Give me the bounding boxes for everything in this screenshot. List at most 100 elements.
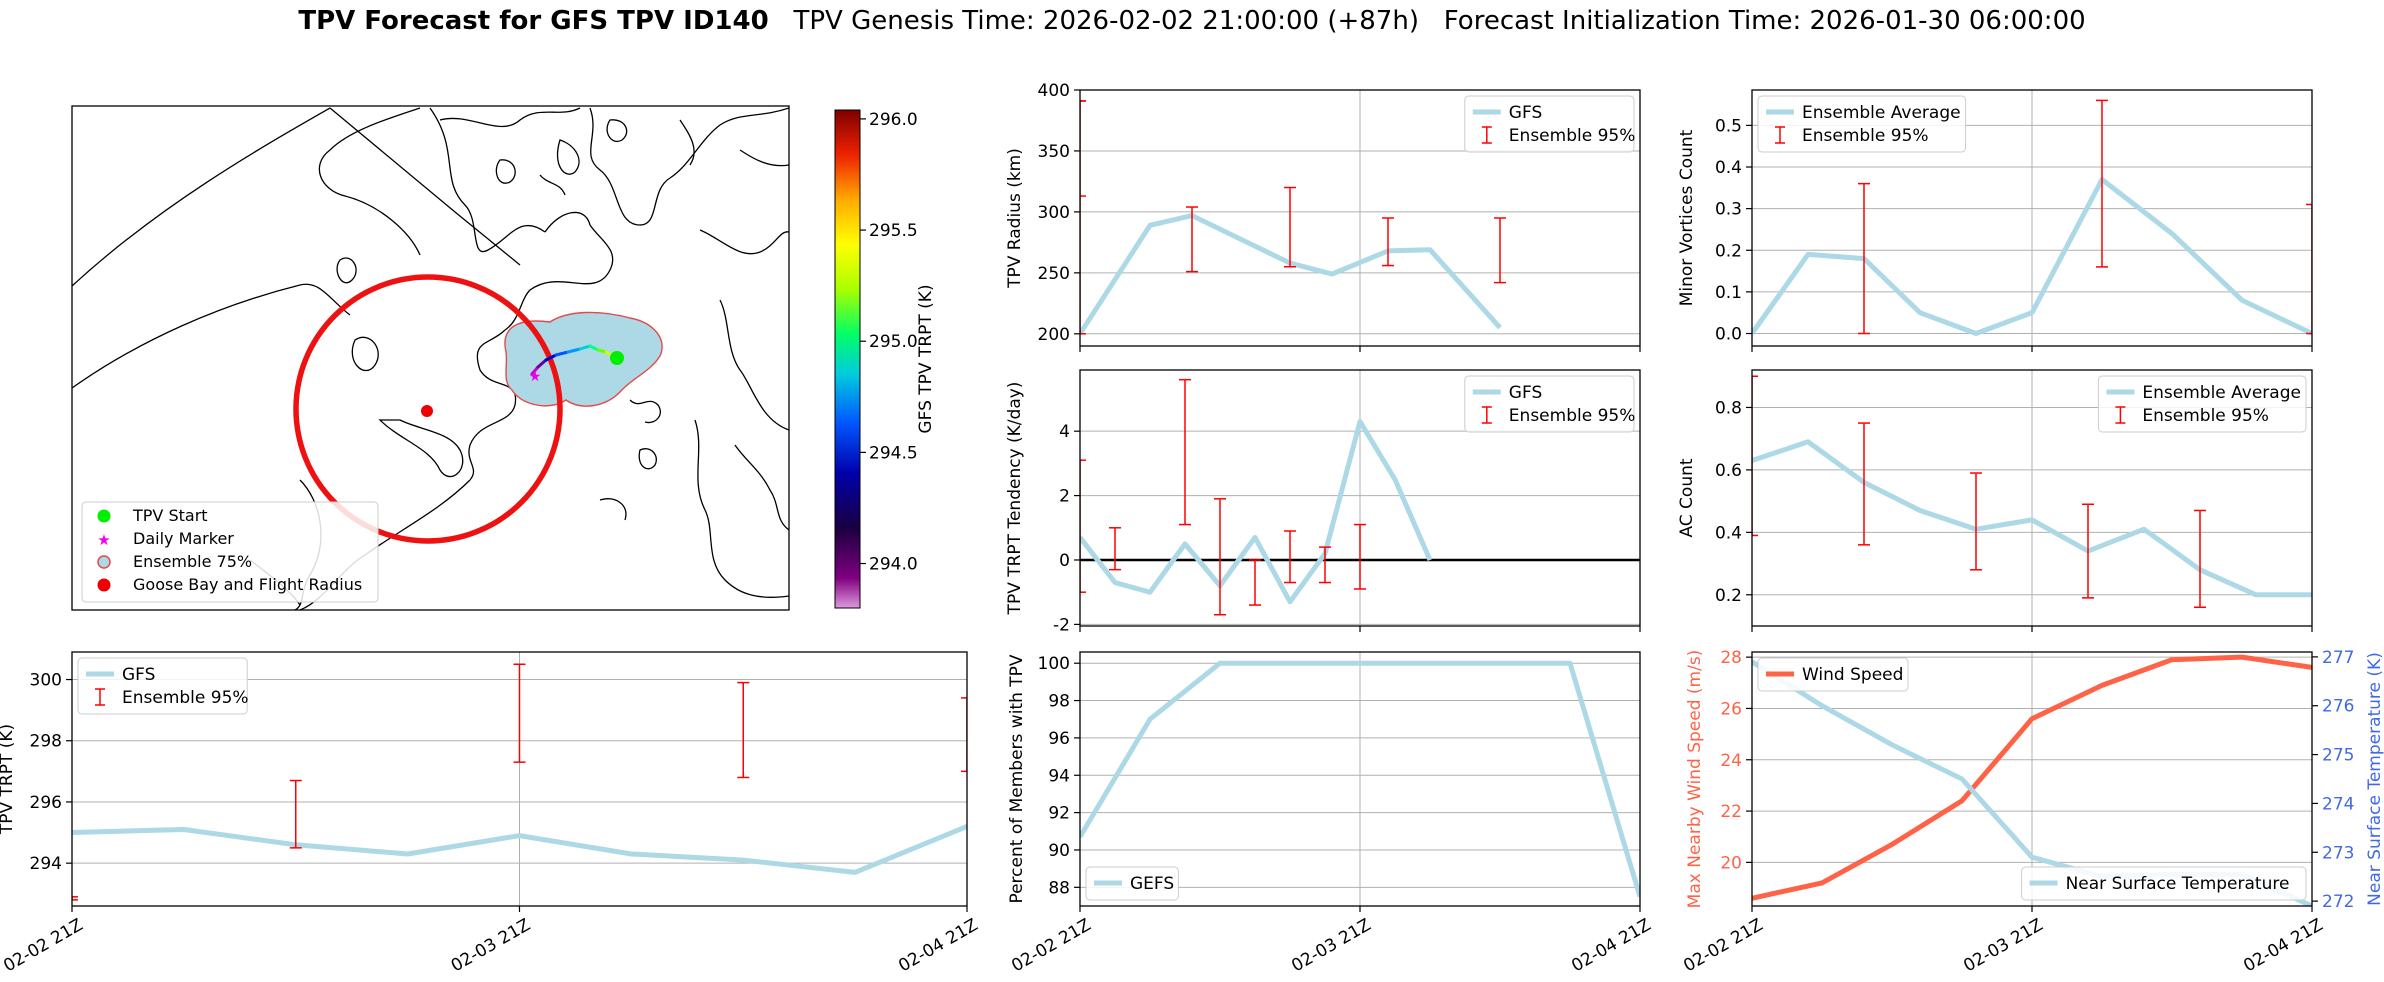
y-axis-label: TPV TRPT Tendency (K/day) (1005, 382, 1025, 616)
y-tick-label: 400 (1038, 81, 1070, 101)
y-tick-label: 24 (1720, 751, 1742, 771)
chart-minor: 0.0 0.1 0.2 0.3 0.4 0.5 Minor Vortices Count En… (1677, 89, 2313, 352)
ensemble-75-region (504, 311, 663, 407)
y-right-tick-label: 275 (2322, 746, 2354, 766)
y-tick-label: 294 (30, 854, 62, 874)
legend-box (2097, 375, 2307, 433)
legend-box (2021, 866, 2307, 901)
legend-label: Ensemble 95% (122, 688, 249, 708)
y-tick-label: 300 (1038, 203, 1070, 223)
y-tick-label: 88 (1048, 878, 1070, 898)
legend-box (1464, 375, 1635, 433)
colorbar-tick-label: 295.5 (869, 221, 918, 241)
y-axis-label: Percent of Members with TPV (1007, 654, 1027, 903)
legend-label: Wind Speed (1802, 665, 1903, 685)
series-line-ensemble-average (1752, 176, 2312, 337)
plot-area (1080, 378, 1433, 616)
colorbar: 294.0 294.5 295.0 295.5 296.0 GFS TPV TRPT (… (834, 109, 936, 609)
y-tick-label: 98 (1048, 692, 1070, 712)
line-charts: 200 250 300 350 400 TPV Radius (km) GFS Ensembl… (0, 81, 2384, 976)
series-line-gefs (1080, 660, 1640, 898)
y-tick-label: 200 (1038, 325, 1070, 345)
legend: Wind Speed (1757, 657, 1909, 692)
legend-label: GFS (1509, 103, 1542, 123)
figure-title: TPV Forecast for GFS TPV ID140 TPV Genes… (0, 6, 2384, 36)
colorbar-tick-label: 296.0 (869, 110, 918, 130)
legend-box (1757, 657, 1909, 692)
legend: Near Surface Temperature (2021, 866, 2307, 901)
y-right-axis-label: Near Surface Temperature (K) (2365, 652, 2384, 906)
legend-label: Near Surface Temperature (2066, 874, 2290, 894)
legend-box (1757, 95, 1967, 153)
y-right-tick-label: 272 (2322, 892, 2354, 912)
y-tick-label: 250 (1038, 264, 1070, 284)
series-line-gfs (1080, 213, 1502, 336)
legend-ensemble-icon (97, 555, 111, 569)
y-right-tick-label: 276 (2322, 697, 2354, 717)
legend-daily-marker-icon: ★ (97, 531, 110, 549)
series-line-ensemble-average (1752, 439, 2312, 598)
y-axis-label: TPV TRPT (K) (0, 724, 17, 835)
legend-label: GFS (1509, 383, 1542, 403)
y-tick-label: 22 (1720, 802, 1742, 822)
y-tick-label: 2 (1059, 487, 1070, 507)
series-line-gfs (1080, 419, 1433, 605)
x-tick-label: 02-02 21Z (1008, 915, 1094, 976)
plot-area (1752, 99, 2312, 337)
tpv-start-marker (610, 351, 624, 365)
chart-tendency: -2 0 2 4 TPV TRPT Tendency (K/day) GFS Ensembl… (1005, 369, 1641, 635)
legend-label: Ensemble 95% (1509, 126, 1636, 146)
legend-box (1085, 866, 1179, 901)
y-right-tick-label: 274 (2322, 794, 2354, 814)
legend-daily-marker: Daily Marker (133, 529, 234, 548)
y-axis-label: TPV Radius (km) (1005, 148, 1025, 289)
legend-label: Ensemble 95% (1509, 406, 1636, 426)
legend-box (1464, 95, 1635, 153)
legend-ensemble-75: Ensemble 75% (133, 552, 252, 571)
legend-goose-bay-icon (97, 578, 111, 592)
y-axis-label: Max Nearby Wind Speed (m/s) (1685, 650, 1705, 909)
title-main: TPV Forecast for GFS TPV ID140 (298, 6, 769, 36)
legend-label: Ensemble Average (1802, 103, 1961, 123)
y-tick-label: 0.2 (1715, 586, 1742, 606)
legend: Ensemble Average Ensemble 95% (2097, 375, 2307, 433)
plot-area (1752, 375, 2312, 609)
plot-area (1080, 100, 1506, 336)
legend-label: GFS (122, 665, 155, 685)
y-tick-label: 0.0 (1715, 325, 1742, 345)
y-tick-label: 0.4 (1715, 158, 1742, 178)
y-tick-label: 20 (1720, 853, 1742, 873)
legend-label: Ensemble 95% (1802, 126, 1929, 146)
y-tick-label: 28 (1720, 648, 1742, 668)
map-coastlines (72, 107, 789, 610)
y-tick-label: 96 (1048, 729, 1070, 749)
x-tick-label: 02-04 21Z (2240, 915, 2326, 976)
map-legend: TPV Start ★ Daily Marker Ensemble 75% Go… (81, 501, 379, 603)
legend-tpv-start-icon (97, 509, 111, 523)
y-tick-label: 300 (30, 671, 62, 691)
flight-radius-circle (293, 274, 563, 544)
y-tick-label: 0.3 (1715, 200, 1742, 220)
plot-area (1080, 660, 1640, 898)
legend: Ensemble Average Ensemble 95% (1757, 95, 1967, 153)
legend: GFS Ensemble 95% (1464, 95, 1636, 153)
legend-tpv-start: TPV Start (132, 506, 208, 525)
chart-wind: 20 22 24 26 28 02-02 21Z 02-03 21Z 02-04 21Z Max… (1680, 648, 2384, 976)
colorbar-label: GFS TPV TRPT (K) (916, 284, 936, 433)
y-tick-label: 92 (1048, 804, 1070, 824)
y-tick-label: 90 (1048, 841, 1070, 861)
colorbar-gradient (834, 109, 861, 609)
series-line-wind-speed (1752, 654, 2312, 901)
y-tick-label: 0.6 (1715, 461, 1742, 481)
y-tick-label: 350 (1038, 142, 1070, 162)
colorbar-tick-label: 294.0 (869, 555, 918, 575)
map-frame (71, 105, 790, 611)
title-init: Forecast Initialization Time: 2026-01-30… (1443, 6, 2086, 36)
y-tick-label: 296 (30, 793, 62, 813)
legend: GFS Ensemble 95% (1464, 375, 1636, 433)
chart-percent: 88 90 92 94 96 98 100 02-02 21Z 02-03 21Z 02-04 2… (1007, 651, 1655, 976)
y-axis-label: Minor Vortices Count (1677, 129, 1697, 306)
x-tick-label: 02-04 21Z (1568, 915, 1654, 976)
y-tick-label: 100 (1038, 654, 1070, 674)
y-tick-label: -2 (1053, 615, 1070, 635)
